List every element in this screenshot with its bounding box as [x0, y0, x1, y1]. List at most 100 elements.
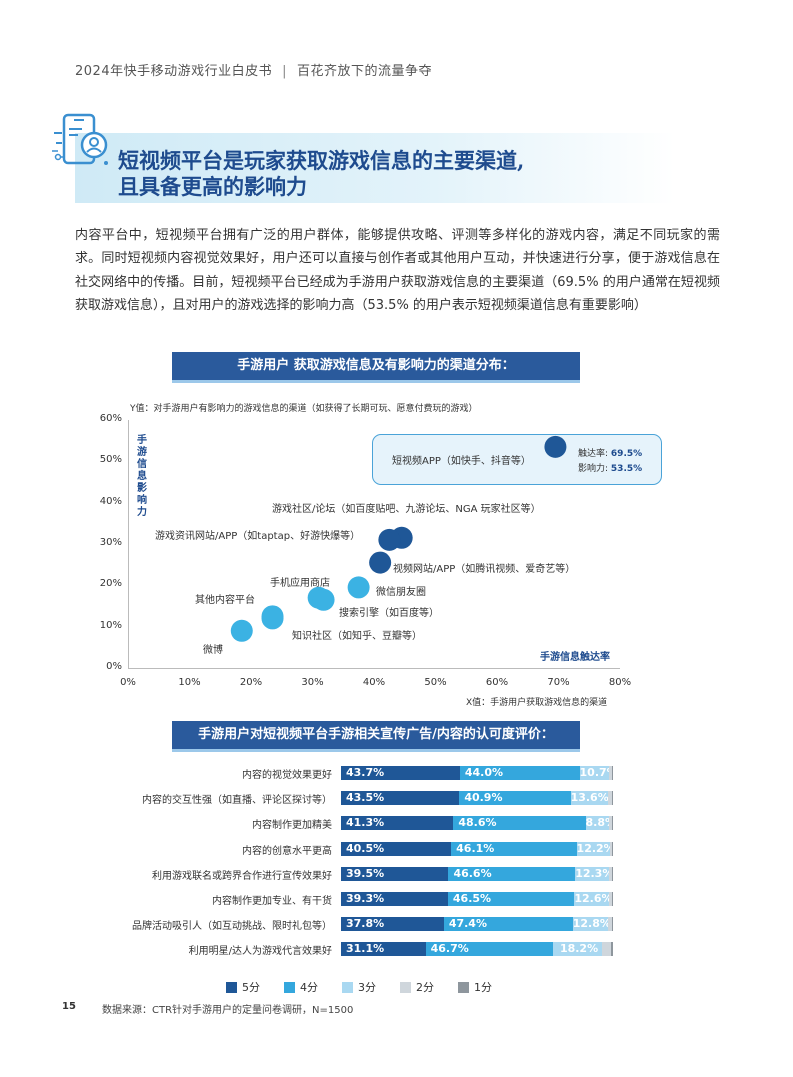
- scatter-point: [347, 576, 370, 599]
- bar-segment: [607, 917, 612, 932]
- x-tick-label: 10%: [178, 677, 201, 688]
- running-header: 2024年快手移动游戏行业白皮书 | 百花齐放下的流量争夺: [75, 60, 432, 79]
- bar-segment: 40.9%: [459, 791, 571, 806]
- label-video: 视频网站/APP（如腾讯视频、爱奇艺等）: [393, 564, 576, 575]
- bar-segment: 39.5%: [341, 866, 449, 881]
- bar-category-label: 利用游戏联名或跨界合作进行宣传效果好: [152, 870, 332, 882]
- x-tick-label: 80%: [608, 677, 632, 688]
- chart1-y-note: Y值：对手游用户有影响力的游戏信息的渠道（如获得了长期可玩、愿意付费玩的游戏）: [130, 404, 478, 414]
- x-tick-label: 50%: [424, 677, 447, 688]
- bar-segment: 46.1%: [451, 841, 577, 856]
- x-tick-label: 70%: [547, 677, 570, 688]
- legend-item: 2分: [400, 980, 434, 994]
- bar-segment: [607, 791, 613, 806]
- callout-reach-label: 触达率:: [578, 449, 609, 459]
- bar-segment: [612, 766, 613, 780]
- scatter-point: [544, 435, 567, 458]
- page-number: 15: [62, 1001, 76, 1012]
- bar-segment: 18.2%: [552, 942, 603, 957]
- bar-segment: [609, 841, 613, 856]
- bar-segment: 43.7%: [341, 766, 460, 780]
- bar-segment: [608, 866, 613, 881]
- bar-segment: 48.6%: [453, 816, 586, 831]
- x-tick-label: 20%: [239, 677, 263, 688]
- bar-segment: [612, 791, 613, 806]
- report-title: 2024年快手移动游戏行业白皮书: [75, 64, 273, 79]
- bar-category-label: 内容的创意水平更高: [242, 845, 332, 857]
- y-tick-label: 20%: [99, 578, 122, 590]
- legend-label: 5分: [242, 981, 260, 994]
- chart2-banner: 手游用户对短视频平台手游相关宣传广告/内容的认可度评价：: [172, 721, 580, 752]
- bar-segment: 39.3%: [341, 892, 448, 906]
- bar-segment: 41.3%: [341, 816, 454, 831]
- bar-segment: [612, 841, 613, 856]
- bar-segment: [608, 892, 613, 906]
- bar-segment: 40.5%: [341, 841, 452, 856]
- y-tick-label: 10%: [99, 619, 122, 631]
- legend-swatch: [458, 981, 469, 993]
- legend-swatch: [342, 981, 353, 993]
- chart1-y-axis-label: 手游信息影响力: [137, 435, 147, 518]
- bar-segment: [602, 942, 611, 957]
- bar-category-label: 内容的交互性强（如直播、评论区探讨等）: [142, 795, 332, 807]
- legend-label: 2分: [416, 981, 434, 994]
- bar-segment: 10.7%: [579, 766, 618, 780]
- scatter-point: [312, 588, 335, 611]
- y-tick-label: 40%: [99, 495, 122, 507]
- bar-segment: 12.2%: [576, 841, 615, 856]
- bar-segment: 43.5%: [341, 791, 460, 806]
- bar-segment: 12.8%: [572, 917, 611, 932]
- bar-category-label: 利用明星/达人为游戏代言效果好: [188, 946, 332, 958]
- bar-segment: [608, 766, 613, 780]
- bar-segment: 46.5%: [447, 892, 575, 906]
- callout-influence-label: 影响力:: [578, 464, 609, 474]
- chapter-title: 百花齐放下的流量争夺: [296, 64, 432, 79]
- header-divider: |: [282, 64, 287, 79]
- bar-category-label: 内容制作更加精美: [252, 820, 332, 832]
- callout-box: [372, 434, 662, 485]
- bar-segment: 8.8%: [585, 816, 617, 831]
- bar-segment: [612, 866, 613, 881]
- bar-segment: 12.3%: [575, 866, 614, 881]
- y-tick-label: 0%: [106, 661, 122, 672]
- y-tick-label: 60%: [99, 413, 122, 424]
- chart1-x-axis-label: 手游信息触达率: [540, 652, 610, 663]
- legend-item: 1分: [458, 980, 492, 994]
- chart1-banner: 手游用户 获取游戏信息及有影响力的渠道分布：: [172, 352, 580, 383]
- label-news: 游戏资讯网站/APP（如taptap、好游快爆等）: [155, 531, 361, 542]
- scatter-point: [378, 528, 401, 551]
- scatter-point: [261, 607, 284, 630]
- label-community: 游戏社区/论坛（如百度贴吧、九游论坛、NGA 玩家社区等）: [272, 504, 541, 515]
- bar-segment: 46.6%: [448, 866, 576, 881]
- bar-segment: [610, 942, 613, 957]
- chart2-legend: 5分 4分 3分 2分 1分: [226, 975, 516, 995]
- mobile-user-icon: [50, 113, 112, 175]
- label-wechat: 微信朋友圈: [376, 587, 426, 598]
- callout-influence: 影响力: 53.5%: [578, 461, 642, 474]
- bar-segment: 12.6%: [574, 892, 613, 906]
- bar-segment: [611, 917, 613, 932]
- label-store: 手机应用商店: [270, 578, 330, 589]
- legend-label: 3分: [358, 981, 376, 994]
- bar-segment: 46.7%: [425, 942, 553, 957]
- legend-swatch: [284, 981, 295, 993]
- x-tick-label: 30%: [301, 677, 324, 688]
- legend-item: 3分: [342, 980, 376, 994]
- data-source: 数据来源：CTR针对手游用户的定量问卷调研，N=1500: [102, 1005, 354, 1016]
- chart1-x-axis-line: [128, 668, 620, 669]
- bar-segment: [609, 816, 613, 831]
- bar-segment: 13.6%: [570, 791, 609, 806]
- bar-category-label: 品牌活动吸引人（如互动挑战、限时礼包等）: [132, 921, 332, 933]
- scatter-point: [369, 551, 392, 574]
- chart1-x-note: X值：手游用户获取游戏信息的渠道: [466, 698, 608, 708]
- x-tick-label: 40%: [362, 677, 386, 688]
- legend-item: 4分: [284, 980, 318, 994]
- bar-category-label: 内容制作更加专业、有干货: [212, 896, 332, 907]
- bar-segment: 31.1%: [341, 942, 426, 957]
- bar-category-label: 内容的视觉效果更好: [242, 770, 332, 781]
- x-tick-label: 60%: [485, 677, 509, 688]
- callout-reach-value: 69.5%: [610, 449, 643, 459]
- section-title-line2: 且具备更高的影响力: [118, 174, 307, 199]
- label-zhihu: 知识社区（如知乎、豆瓣等）: [292, 631, 422, 642]
